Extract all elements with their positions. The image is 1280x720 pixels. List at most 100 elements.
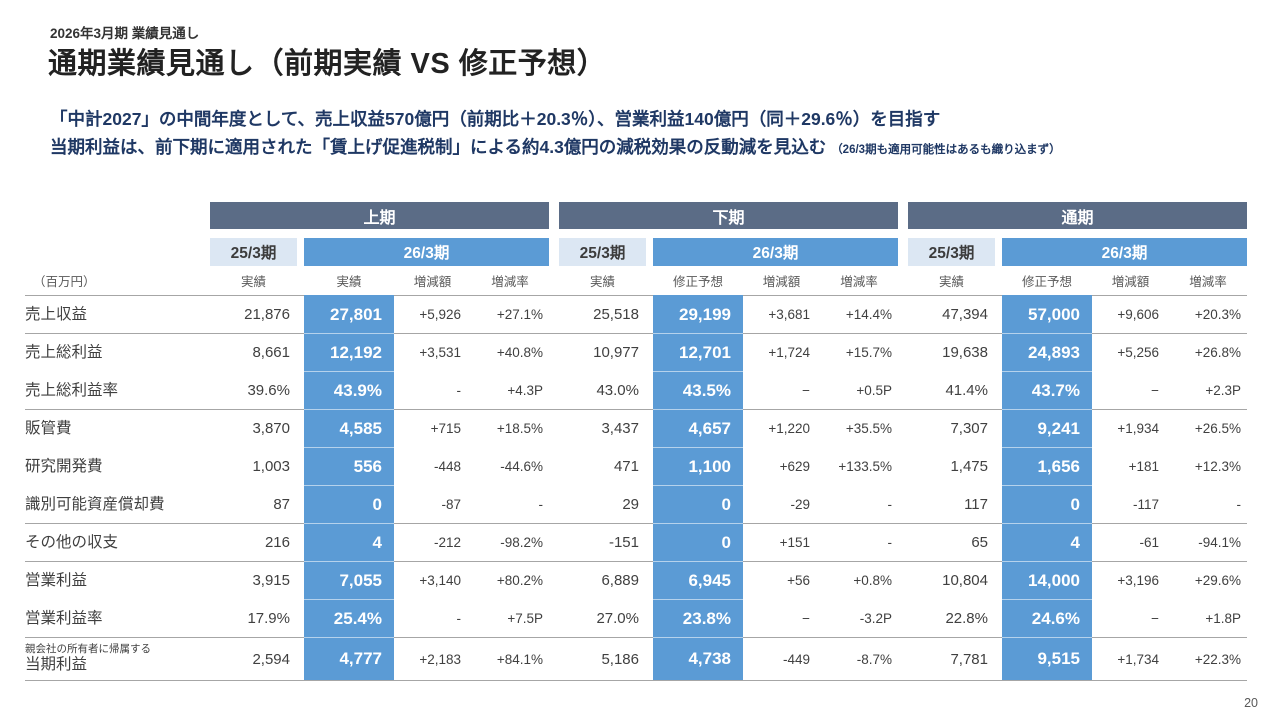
change-amount-value: +9,606: [1092, 295, 1169, 333]
change-rate-value-text: +20.3%: [1194, 307, 1241, 322]
current-forecast-value: 14,000: [1002, 561, 1092, 599]
change-rate-value-text: +1.8P: [1205, 611, 1241, 626]
change-amount-value-text: +1,934: [1117, 421, 1159, 436]
row-label: 営業利益率: [25, 609, 103, 627]
section-bar-second-half: 下期: [559, 202, 898, 229]
prior-actual-value-text: 3,870: [252, 420, 290, 437]
current-forecast-value: 29,199: [653, 295, 743, 333]
prior-actual-value-text: 87: [273, 496, 290, 513]
change-amount-value: +1,934: [1092, 409, 1169, 447]
change-rate-value-text: +84.1%: [496, 651, 543, 667]
current-forecast-value-text: 24,893: [1028, 342, 1080, 362]
current-forecast-value: 12,192: [304, 333, 394, 371]
change-amount-value-text: −: [802, 611, 810, 626]
change-amount-value-text: +1,734: [1117, 651, 1159, 667]
change-amount-value-text: +3,140: [419, 573, 461, 588]
prior-actual-value: 10,977: [559, 333, 653, 371]
prior-actual-value-text: 39.6%: [247, 382, 290, 399]
change-rate-value-text: +26.5%: [1194, 421, 1241, 436]
prior-actual-value-text: 10,977: [593, 344, 639, 361]
row-label-cell: 親会社の所有者に帰属する 当期利益: [25, 637, 210, 681]
change-rate-value-text: +15.7%: [845, 345, 892, 360]
change-amount-value-text: -: [456, 383, 462, 398]
section-gap: [549, 485, 559, 523]
prior-actual-value-text: 7,307: [950, 420, 988, 437]
change-rate-value: +0.5P: [820, 371, 898, 409]
current-forecast-value-text: 43.9%: [333, 380, 382, 400]
change-rate-value-text: +133.5%: [838, 459, 892, 474]
change-rate-value: +27.1%: [471, 295, 549, 333]
section-gap: [898, 295, 908, 333]
change-amount-value: +5,926: [394, 295, 471, 333]
change-amount-value: +3,681: [743, 295, 820, 333]
prior-actual-value: 216: [210, 523, 304, 561]
prior-actual-value: 65: [908, 523, 1002, 561]
current-forecast-value-text: 25.4%: [333, 608, 382, 628]
current-forecast-value: 0: [304, 485, 394, 523]
current-forecast-value-text: 43.7%: [1031, 380, 1080, 400]
change-rate-value: +29.6%: [1169, 561, 1247, 599]
current-forecast-value-text: 4,585: [339, 418, 382, 438]
change-rate-value-text: +0.8%: [853, 573, 892, 588]
change-amount-value: -448: [394, 447, 471, 485]
change-amount-value-text: +9,606: [1117, 307, 1159, 322]
table-row: 親会社の所有者に帰属する 当期利益 2,594 4,777 +2,183 +84.1% 5,…: [25, 637, 1253, 681]
current-forecast-value-text: 29,199: [679, 304, 731, 324]
row-label-cell: 識別可能資産償却費: [25, 485, 210, 523]
subheader-diff: 増減額: [413, 275, 452, 289]
current-forecast-value-text: 6,945: [688, 570, 731, 590]
current-forecast-value-text: 556: [353, 456, 382, 476]
change-amount-value: -87: [394, 485, 471, 523]
section-gap: [898, 637, 908, 681]
section-gap: [898, 333, 908, 371]
current-forecast-value-text: 4: [372, 532, 382, 552]
change-amount-value: -449: [743, 637, 820, 681]
current-forecast-value-text: 12,192: [330, 342, 382, 362]
section-gap: [898, 371, 908, 409]
prior-actual-value-text: 47,394: [942, 306, 988, 323]
prior-actual-value-text: -151: [608, 534, 639, 551]
prior-actual-value-text: 1,475: [950, 458, 988, 475]
change-rate-value-text: -: [538, 497, 544, 512]
prior-actual-value: 17.9%: [210, 599, 304, 637]
current-forecast-value: 4,738: [653, 637, 743, 681]
change-rate-value-text: +35.5%: [845, 421, 892, 436]
section-gap: [549, 523, 559, 561]
prior-period-label: 25/3期: [908, 238, 995, 266]
prior-actual-value-text: 3,437: [601, 420, 639, 437]
current-forecast-value: 24,893: [1002, 333, 1092, 371]
section-gap: [898, 409, 908, 447]
change-rate-value-text: -94.1%: [1198, 535, 1241, 550]
change-amount-value-text: +629: [779, 459, 810, 474]
page-title: 通期業績見通し（前期実績 VS 修正予想）: [48, 48, 607, 80]
change-rate-value: +4.3P: [471, 371, 549, 409]
change-rate-value-text: +0.5P: [856, 383, 892, 398]
change-amount-value: +2,183: [394, 637, 471, 681]
current-forecast-value: 27,801: [304, 295, 394, 333]
prior-actual-value-text: 7,781: [950, 650, 988, 668]
prior-actual-value-text: 29: [622, 496, 639, 513]
current-forecast-value: 0: [1002, 485, 1092, 523]
section-gap: [549, 561, 559, 599]
period-header-spacer: [25, 238, 210, 266]
summary-line-2-main: 当期利益は、前下期に適用された「賃上げ促進税制」による約4.3億円の減税効果の反…: [50, 137, 827, 157]
prior-actual-value: 7,781: [908, 637, 1002, 681]
prior-actual-value: 1,475: [908, 447, 1002, 485]
prior-actual-value: 7,307: [908, 409, 1002, 447]
period-group-full-year: 25/3期 26/3期: [908, 238, 1247, 266]
subheader-rate: 増減率: [840, 275, 878, 289]
row-sublabel: 親会社の所有者に帰属する: [25, 643, 151, 656]
change-amount-value-text: -117: [1132, 497, 1159, 512]
prior-actual-value-text: 43.0%: [596, 382, 639, 399]
prior-actual-value-text: 1,003: [252, 458, 290, 475]
current-forecast-value: 57,000: [1002, 295, 1092, 333]
current-forecast-value-text: 4,738: [688, 649, 731, 668]
current-forecast-value-text: 4,777: [339, 649, 382, 668]
row-label-cell: 営業利益: [25, 561, 210, 599]
section-gap: [549, 371, 559, 409]
table-row: 販管費 3,870 4,585 +715 +18.5% 3,437 4,657 +1,220 +…: [25, 409, 1253, 447]
section-gap: [549, 295, 559, 333]
section-gap: [898, 599, 908, 637]
row-label-cell: 販管費: [25, 409, 210, 447]
prior-actual-value-text: 22.8%: [945, 610, 988, 627]
